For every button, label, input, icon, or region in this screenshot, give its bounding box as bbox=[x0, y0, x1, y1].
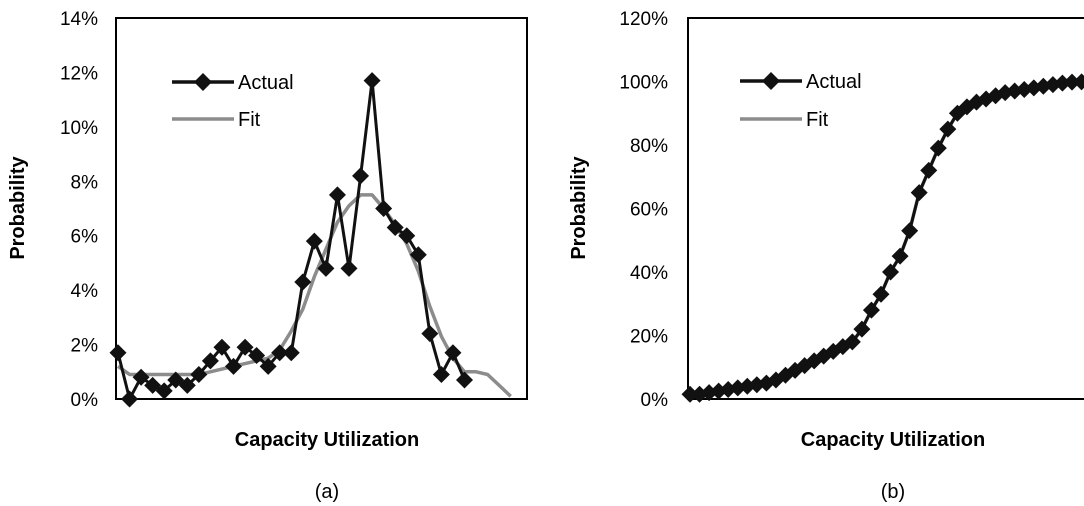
data-point-actual-a bbox=[213, 338, 231, 356]
data-point-actual-b bbox=[901, 222, 919, 240]
data-point-actual-a bbox=[190, 366, 208, 384]
y-tick-label-b: 60% bbox=[630, 200, 668, 221]
data-point-actual-b bbox=[939, 120, 957, 138]
y-tick-label-b: 100% bbox=[619, 73, 668, 94]
data-point-actual-a bbox=[121, 390, 139, 408]
legend-label-actual-b: Actual bbox=[806, 71, 862, 93]
chart-panel-b: 0% 20% 40% 60% 80% 100% 120% Probability Capac… bbox=[568, 9, 1084, 503]
data-point-actual-a bbox=[132, 368, 150, 386]
data-point-actual-a bbox=[236, 338, 254, 356]
data-point-actual-b bbox=[843, 333, 861, 351]
panel-label-b: (b) bbox=[881, 481, 905, 503]
data-point-actual-a bbox=[363, 72, 381, 90]
data-point-actual-b bbox=[891, 247, 909, 265]
series-group-a bbox=[109, 72, 512, 408]
legend-a: Actual Fit bbox=[172, 72, 294, 131]
chart-panel-a: 0% 2% 4% 6% 8% 10% 12% 14% Probability Capacity… bbox=[7, 9, 528, 503]
data-point-actual-a bbox=[294, 273, 312, 291]
panel-label-a: (a) bbox=[315, 481, 339, 503]
data-point-actual-a bbox=[432, 366, 450, 384]
y-axis-title-b: Probability bbox=[568, 155, 590, 259]
data-point-actual-a bbox=[317, 259, 335, 277]
y-tick-label-a: 4% bbox=[71, 281, 99, 302]
data-point-actual-b bbox=[910, 184, 928, 202]
y-tick-label-b: 20% bbox=[630, 327, 668, 348]
data-point-actual-b bbox=[929, 139, 947, 157]
y-tick-label-b: 0% bbox=[641, 390, 669, 411]
y-tick-label-b: 120% bbox=[619, 9, 668, 30]
data-point-actual-a bbox=[409, 246, 427, 264]
data-point-actual-b bbox=[1073, 73, 1084, 91]
y-tick-label-a: 0% bbox=[71, 390, 99, 411]
legend-label-fit-a: Fit bbox=[238, 109, 261, 131]
data-point-actual-b bbox=[681, 385, 699, 403]
data-point-actual-a bbox=[248, 346, 266, 364]
plot-frame-b bbox=[687, 17, 1084, 400]
x-axis-title-b: Capacity Utilization bbox=[801, 429, 985, 451]
data-point-actual-a bbox=[259, 357, 277, 375]
data-point-actual-a bbox=[456, 371, 473, 389]
data-point-actual-a bbox=[386, 219, 404, 237]
series-line-fit-a bbox=[116, 193, 512, 398]
data-point-actual-a bbox=[444, 344, 462, 362]
data-point-actual-a bbox=[178, 376, 196, 394]
y-tick-label-a: 10% bbox=[60, 118, 98, 139]
data-point-actual-a bbox=[328, 186, 346, 204]
data-point-actual-a bbox=[352, 167, 370, 185]
series-group-b bbox=[681, 73, 1084, 403]
y-tick-label-a: 12% bbox=[60, 63, 98, 84]
data-point-actual-b bbox=[882, 263, 900, 281]
y-axis-ticks-a: 0% 2% 4% 6% 8% 10% 12% 14% bbox=[60, 9, 98, 411]
data-point-actual-a bbox=[305, 232, 323, 250]
data-point-actual-a bbox=[271, 344, 289, 362]
data-point-actual-a bbox=[201, 352, 219, 370]
y-axis-title-a: Probability bbox=[7, 155, 29, 259]
y-tick-label-a: 2% bbox=[71, 336, 99, 357]
data-point-actual-a bbox=[155, 382, 173, 400]
data-point-actual-b bbox=[853, 320, 871, 338]
y-tick-label-b: 40% bbox=[630, 263, 668, 284]
data-point-actual-a bbox=[340, 259, 358, 277]
data-point-actual-b bbox=[862, 301, 880, 319]
legend-marker-actual-b bbox=[762, 72, 780, 90]
legend-marker-actual-a bbox=[194, 73, 212, 91]
y-tick-label-a: 6% bbox=[71, 227, 99, 248]
y-tick-label-b: 80% bbox=[630, 136, 668, 157]
data-point-actual-b bbox=[920, 161, 938, 179]
data-point-actual-a bbox=[375, 200, 393, 217]
data-point-actual-a bbox=[109, 344, 127, 362]
data-point-actual-a bbox=[398, 227, 416, 245]
data-point-actual-a bbox=[421, 325, 439, 343]
x-axis-title-a: Capacity Utilization bbox=[235, 429, 419, 451]
data-point-actual-a bbox=[282, 344, 300, 362]
data-point-actual-b bbox=[872, 285, 890, 303]
legend-b: Actual Fit bbox=[740, 71, 862, 131]
plot-frame-a bbox=[115, 17, 528, 400]
legend-label-actual-a: Actual bbox=[238, 72, 294, 94]
y-tick-label-a: 8% bbox=[71, 172, 99, 193]
y-tick-label-a: 14% bbox=[60, 9, 98, 30]
data-point-actual-b bbox=[1053, 74, 1071, 92]
y-axis-ticks-b: 0% 20% 40% 60% 80% 100% 120% bbox=[619, 9, 668, 411]
legend-label-fit-b: Fit bbox=[806, 109, 829, 131]
data-point-actual-a bbox=[225, 357, 242, 375]
data-point-actual-b bbox=[1063, 73, 1081, 91]
